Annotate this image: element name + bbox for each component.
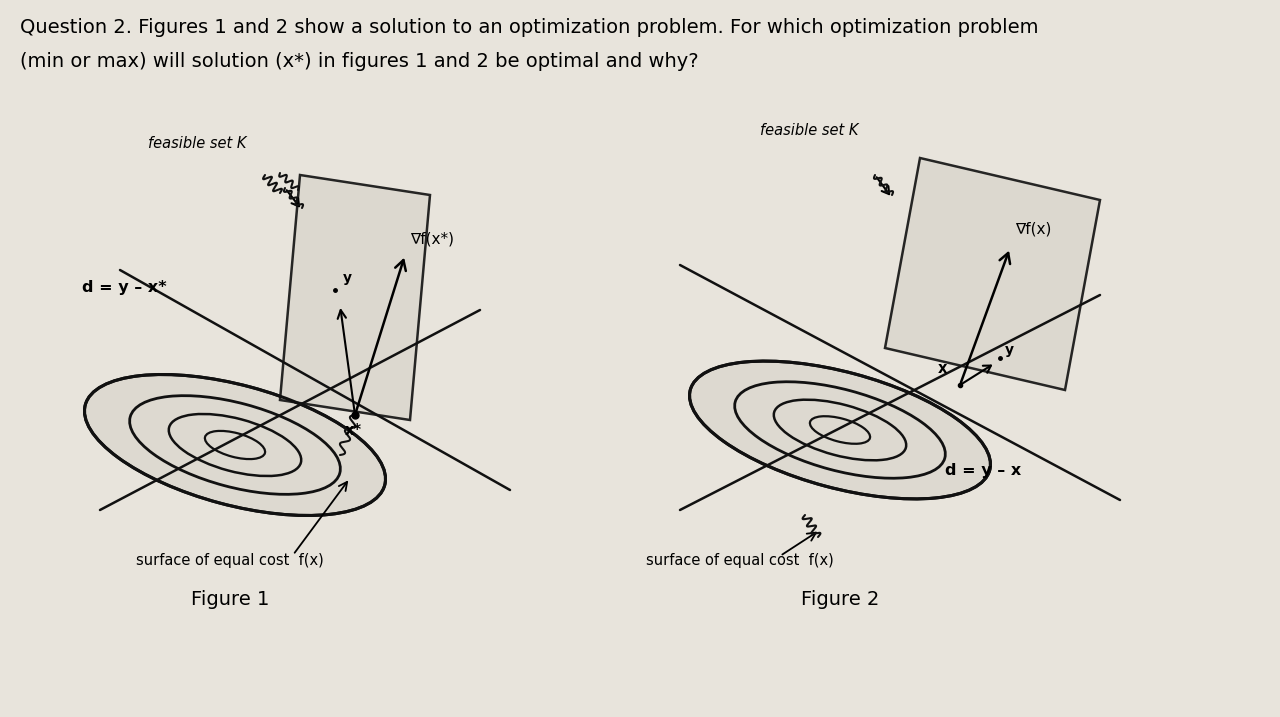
Ellipse shape [84,374,385,516]
Polygon shape [280,175,430,420]
Text: d = y – x: d = y – x [945,463,1021,478]
Text: surface of equal cost  f(x): surface of equal cost f(x) [136,553,324,568]
Ellipse shape [690,361,991,499]
Text: Question 2. Figures 1 and 2 show a solution to an optimization problem. For whic: Question 2. Figures 1 and 2 show a solut… [20,18,1038,37]
Text: (min or max) will solution (x*) in figures 1 and 2 be optimal and why?: (min or max) will solution (x*) in figur… [20,52,699,71]
Text: Figure 2: Figure 2 [801,590,879,609]
Polygon shape [884,158,1100,390]
Text: surface of equal cost  f(x): surface of equal cost f(x) [646,553,833,568]
Text: y: y [343,271,352,285]
Text: y: y [1005,343,1014,357]
Text: ∇f(x): ∇f(x) [1015,222,1051,237]
Text: d = y – x*: d = y – x* [82,280,166,295]
Text: Figure 1: Figure 1 [191,590,269,609]
Text: x*: x* [346,423,362,438]
Text: x: x [938,361,947,376]
Text: ∇f(x*): ∇f(x*) [410,231,454,246]
Text: feasible set K: feasible set K [760,123,859,138]
Text: feasible set K: feasible set K [148,136,247,151]
